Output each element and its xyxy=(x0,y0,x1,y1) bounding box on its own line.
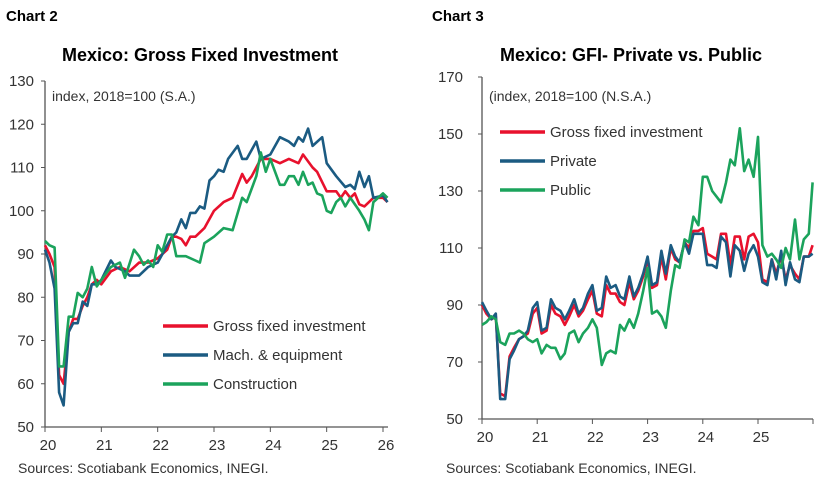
legend-label: Public xyxy=(550,182,591,199)
y-tick-label: 130 xyxy=(438,183,463,200)
x-tick-label: 23 xyxy=(209,437,226,454)
series-line-construction xyxy=(44,151,389,368)
y-tick-label: 50 xyxy=(17,419,34,436)
x-tick-label: 21 xyxy=(96,437,113,454)
x-tick-label: 22 xyxy=(587,429,604,446)
chart-3-source: Sources: Scotiabank Economics, INEGI. xyxy=(446,460,697,476)
chart-3-title: Mexico: GFI- Private vs. Public xyxy=(500,45,762,65)
legend-label: Mach. & equipment xyxy=(213,347,343,364)
series-line-mach-equipment xyxy=(43,127,389,407)
y-tick-label: 80 xyxy=(17,289,34,306)
legend-label: Gross fixed investment xyxy=(550,124,703,141)
x-tick-label: 24 xyxy=(265,437,282,454)
y-tick-label: 100 xyxy=(9,203,34,220)
y-tick-label: 60 xyxy=(17,376,34,393)
y-tick-label: 110 xyxy=(439,240,463,257)
y-tick-label: 70 xyxy=(17,333,34,350)
x-tick-label: 21 xyxy=(532,429,549,446)
legend-label: Construction xyxy=(213,376,297,393)
x-tick-label: 24 xyxy=(697,429,714,446)
chart-2-note: index, 2018=100 (S.A.) xyxy=(52,88,196,104)
y-tick-label: 110 xyxy=(10,160,34,177)
x-tick-label: 20 xyxy=(40,437,57,454)
chart-2-label: Chart 2 xyxy=(6,8,58,25)
y-tick-label: 50 xyxy=(446,411,463,428)
chart-2-source: Sources: Scotiabank Economics, INEGI. xyxy=(18,460,269,476)
y-tick-label: 90 xyxy=(17,246,34,263)
x-tick-label: 25 xyxy=(753,429,770,446)
legend-label: Private xyxy=(550,153,597,170)
chart-3-plot: 50 70 90 110 130 150 170 20 21 22 23 24 25 Gross fixe… xyxy=(438,69,814,446)
y-tick-label: 70 xyxy=(446,354,463,371)
y-tick-label: 130 xyxy=(9,73,34,90)
chart-2-title: Mexico: Gross Fixed Investment xyxy=(62,45,338,65)
y-tick-label: 150 xyxy=(438,126,463,143)
series-line-private xyxy=(480,232,814,401)
series-line-public xyxy=(481,127,814,367)
chart-2-plot: 50 60 70 80 90 100 110 120 130 20 21 22 23 24 25 26 Gros… xyxy=(9,73,394,454)
y-tick-label: 120 xyxy=(9,116,34,133)
x-tick-label: 26 xyxy=(378,437,395,454)
x-tick-label: 23 xyxy=(642,429,659,446)
x-tick-label: 22 xyxy=(152,437,169,454)
legend-label: Gross fixed investment xyxy=(213,318,366,335)
chart-3-note: (index, 2018=100 (N.S.A.) xyxy=(489,88,651,104)
x-tick-label: 20 xyxy=(477,429,494,446)
y-tick-label: 170 xyxy=(438,69,463,86)
chart-3-label: Chart 3 xyxy=(432,8,484,25)
series-line-gross-fixed-investment xyxy=(43,153,389,386)
y-tick-label: 90 xyxy=(446,297,463,314)
x-tick-label: 25 xyxy=(321,437,338,454)
